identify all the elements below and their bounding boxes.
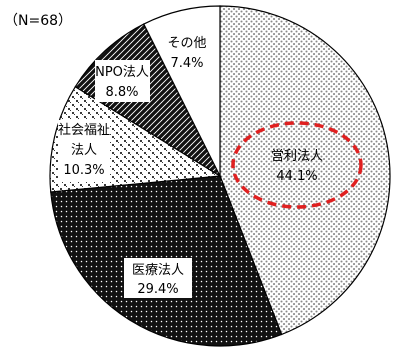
slice-percent: 7.4% [170, 56, 203, 71]
slice-label: 営利法人 [271, 149, 323, 164]
slice-label-group-4: その他 7.4% [167, 36, 206, 71]
sample-size-note: （N=68） [4, 13, 72, 29]
slice-label: 社会福祉 [58, 122, 110, 138]
slice-label: 法人 [71, 143, 97, 158]
slice-label-group-0: 営利法人 44.1% [271, 149, 323, 184]
slice-label-group-1: 医療法人 29.4% [124, 258, 192, 298]
slice-label-group-2: 社会福祉 法人 10.3% [58, 120, 110, 182]
slice-percent: 29.4% [137, 282, 178, 297]
slice-labels: 営利法人 44.1% 医療法人 29.4% 社会福祉 法人 10.3% NPO法… [58, 36, 323, 298]
label-background [58, 120, 110, 182]
slice-label: 医療法人 [132, 263, 184, 278]
label-background [124, 258, 192, 298]
slice-label: NPO法人 [95, 65, 149, 80]
slice-label: その他 [167, 36, 206, 51]
slice-percent: 10.3% [63, 163, 104, 178]
highlight-ellipse [231, 121, 363, 209]
pie-slice [219, 5, 391, 336]
slice-percent: 8.8% [105, 85, 138, 100]
slice-label-group-3: NPO法人 8.8% [95, 60, 150, 102]
pie-slice [142, 5, 221, 177]
label-background [95, 60, 150, 102]
slice-percent: 44.1% [276, 169, 317, 184]
